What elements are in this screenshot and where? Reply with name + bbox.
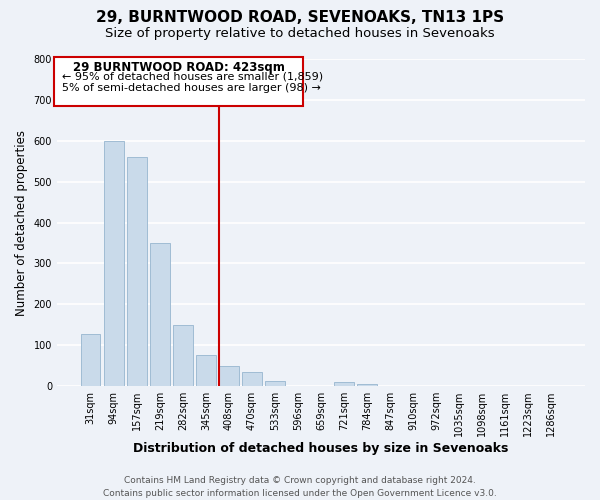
Text: 29 BURNTWOOD ROAD: 423sqm: 29 BURNTWOOD ROAD: 423sqm	[73, 60, 285, 74]
Y-axis label: Number of detached properties: Number of detached properties	[15, 130, 28, 316]
Bar	[334, 382, 354, 386]
Bar	[150, 243, 170, 386]
Bar	[127, 157, 146, 386]
Bar	[242, 372, 262, 386]
Bar	[219, 366, 239, 386]
Text: 5% of semi-detached houses are larger (98) →: 5% of semi-detached houses are larger (9…	[62, 82, 321, 92]
Text: 29, BURNTWOOD ROAD, SEVENOAKS, TN13 1PS: 29, BURNTWOOD ROAD, SEVENOAKS, TN13 1PS	[96, 10, 504, 25]
Bar	[173, 325, 193, 386]
Text: Size of property relative to detached houses in Sevenoaks: Size of property relative to detached ho…	[105, 28, 495, 40]
Bar	[81, 334, 100, 386]
X-axis label: Distribution of detached houses by size in Sevenoaks: Distribution of detached houses by size …	[133, 442, 509, 455]
FancyBboxPatch shape	[54, 58, 304, 106]
Bar	[265, 381, 284, 386]
Text: Contains HM Land Registry data © Crown copyright and database right 2024.
Contai: Contains HM Land Registry data © Crown c…	[103, 476, 497, 498]
Bar	[357, 384, 377, 386]
Text: ← 95% of detached houses are smaller (1,859): ← 95% of detached houses are smaller (1,…	[62, 72, 323, 82]
Bar	[196, 356, 215, 386]
Bar	[104, 141, 124, 386]
